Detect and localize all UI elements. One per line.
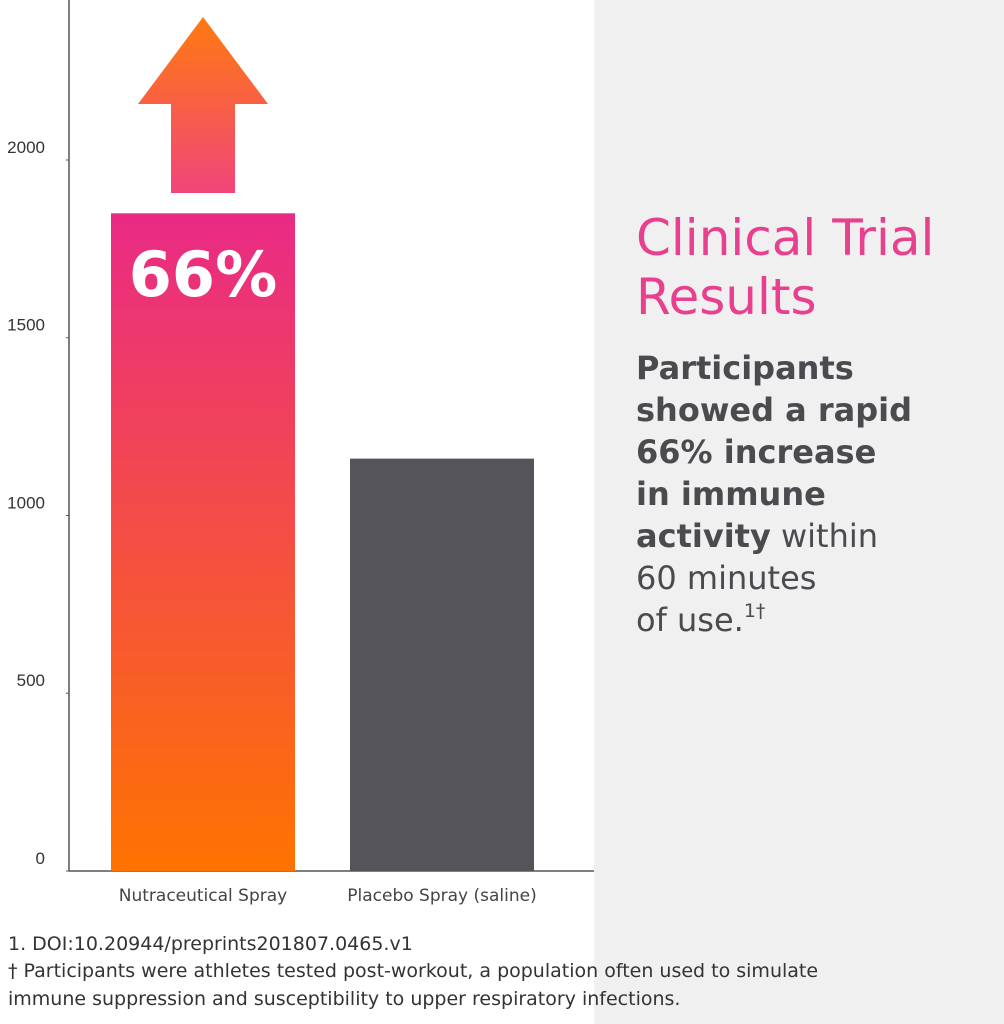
- panel-body-line: showed a rapid: [636, 391, 912, 429]
- panel-body-line: Participants: [636, 349, 854, 387]
- body-text: 1†: [744, 600, 766, 622]
- panel-body-line: in immune: [636, 475, 826, 513]
- y-tick-label: 0: [36, 849, 45, 868]
- body-text: 60 minutes: [636, 559, 816, 597]
- x-tick-label: Placebo Spray (saline): [347, 886, 536, 906]
- panel-body-line: of use.1†: [636, 600, 765, 639]
- body-text: showed a rapid: [636, 391, 912, 429]
- body-text: 66% increase: [636, 433, 876, 471]
- footnote: † Participants were athletes tested post…: [8, 960, 818, 982]
- panel-title: Clinical Trial: [636, 209, 934, 267]
- side-panel: [594, 0, 1004, 1024]
- bar: [350, 458, 534, 871]
- bar: [111, 213, 295, 871]
- panel-title: Results: [636, 268, 817, 326]
- footnote: immune suppression and susceptibility to…: [8, 988, 680, 1010]
- body-text: within: [771, 517, 878, 555]
- y-tick-label: 1500: [7, 316, 45, 335]
- body-text: in immune: [636, 475, 826, 513]
- panel-body-line: activity within: [636, 517, 878, 555]
- y-tick-label: 2000: [7, 138, 45, 157]
- y-tick-label: 500: [17, 671, 45, 690]
- body-text: of use.: [636, 601, 744, 639]
- panel-body-line: 66% increase: [636, 433, 876, 471]
- y-tick-label: 1000: [7, 493, 45, 512]
- up-arrow: [138, 17, 268, 193]
- footnote: 1. DOI:10.20944/preprints201807.0465.v1: [8, 933, 413, 955]
- body-text: activity: [636, 517, 771, 555]
- bar-annotation: 66%: [129, 238, 277, 311]
- body-text: Participants: [636, 349, 854, 387]
- panel-body-line: 60 minutes: [636, 559, 816, 597]
- x-tick-label: Nutraceutical Spray: [119, 886, 287, 906]
